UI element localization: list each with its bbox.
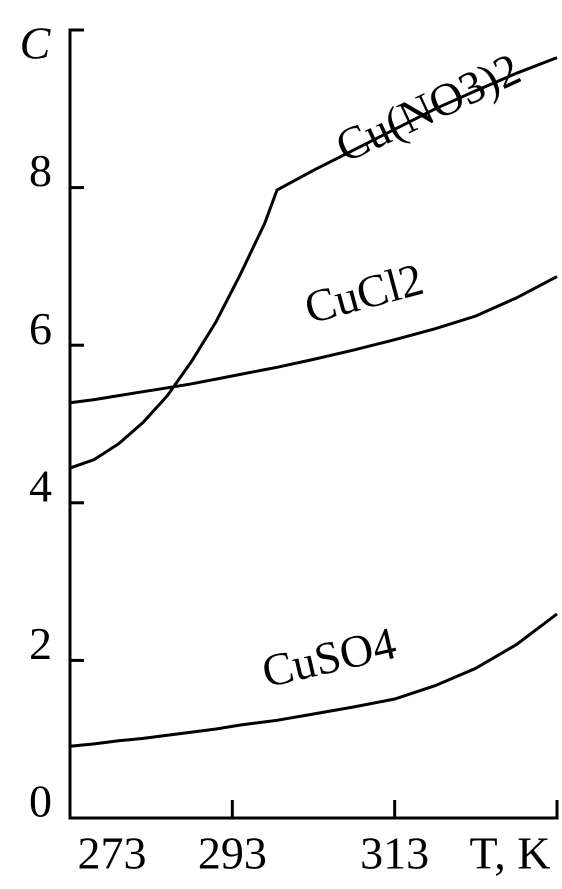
series-label: CuCl2 (299, 253, 428, 333)
y-tick-label: 4 (29, 460, 52, 511)
x-tick-label: 313 (360, 828, 429, 879)
x-axis-label: T, K (470, 828, 551, 879)
series-line (69, 275, 558, 405)
y-tick-label: 6 (29, 303, 52, 354)
x-tick-label: 273 (78, 828, 147, 879)
y-axis-label: C (20, 18, 52, 69)
y-tick-label: 8 (29, 145, 52, 196)
x-tick-label: 293 (198, 828, 267, 879)
series-label: Cu(NO3)2 (328, 43, 528, 172)
series-line (69, 612, 558, 748)
series-label: CuSO4 (257, 617, 400, 697)
y-tick-label: 0 (29, 776, 52, 827)
y-tick-label: 2 (29, 618, 52, 669)
series-line (69, 56, 558, 470)
